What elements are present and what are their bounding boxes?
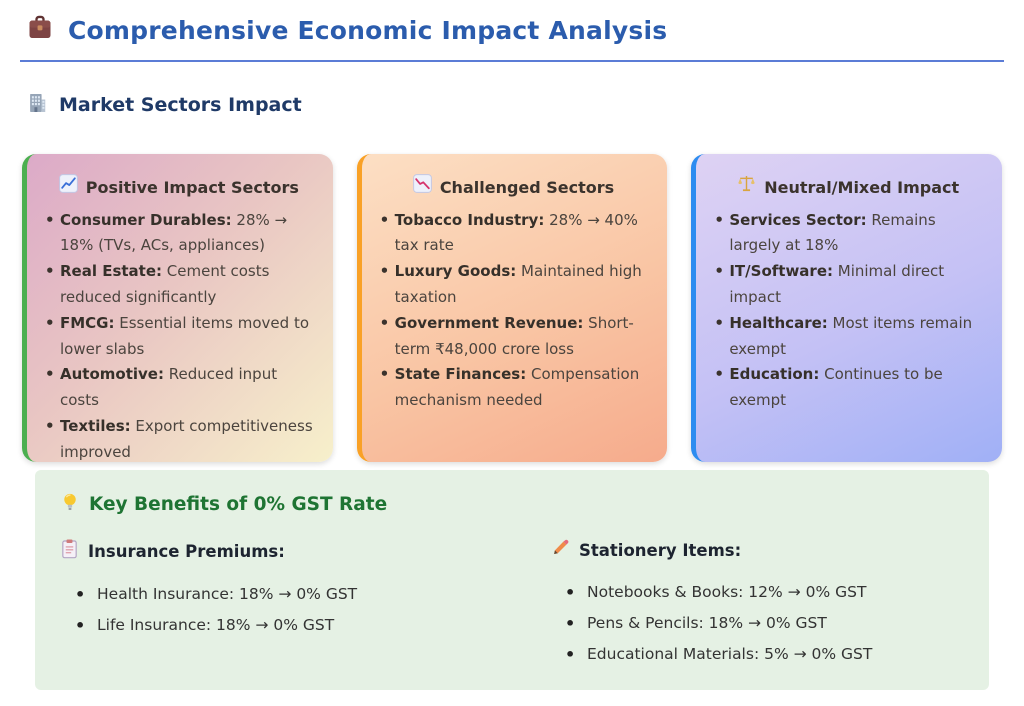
- section-header: Market Sectors Impact: [6, 92, 1024, 118]
- lightbulb-icon: [61, 492, 79, 517]
- list-item: Government Revenue: Short-term ₹48,000 c…: [378, 311, 650, 363]
- card-neutral-heading: Neutral/Mixed Impact: [712, 174, 984, 202]
- list-item: Health Insurance: 18% → 0% GST: [75, 579, 473, 611]
- benefit-col-insurance: Insurance Premiums: Health Insurance: 18…: [61, 539, 473, 670]
- list-item: Education: Continues to be exempt: [712, 362, 984, 414]
- benefit-col-stationery: Stationery Items: Notebooks & Books: 12%…: [473, 539, 963, 671]
- list-item: Life Insurance: 18% → 0% GST: [75, 610, 473, 642]
- insurance-heading: Insurance Premiums:: [61, 539, 473, 563]
- card-title: Positive Impact Sectors: [85, 178, 299, 197]
- clipboard-icon: [61, 539, 78, 563]
- card-positive-list: Consumer Durables: 28% → 18% (TVs, ACs, …: [43, 208, 315, 466]
- pencil-icon: [551, 539, 569, 561]
- card-neutral-list: Services Sector: Remains largely at 18% …: [712, 208, 984, 414]
- insurance-list: Health Insurance: 18% → 0% GST Life Insu…: [75, 579, 473, 642]
- card-positive-heading: Positive Impact Sectors: [43, 174, 315, 202]
- balance-scale-icon: [737, 174, 756, 202]
- stationery-heading-label: Stationery Items:: [579, 540, 742, 560]
- card-neutral-impact: Neutral/Mixed Impact Services Sector: Re…: [691, 154, 1003, 462]
- card-challenged-list: Tobacco Industry: 28% → 40% tax rate Lux…: [378, 208, 650, 414]
- benefit-columns: Insurance Premiums: Health Insurance: 18…: [61, 539, 963, 671]
- list-item: Notebooks & Books: 12% → 0% GST: [565, 577, 963, 609]
- list-item: FMCG: Essential items moved to lower sla…: [43, 311, 315, 363]
- list-item: Automotive: Reduced input costs: [43, 362, 315, 414]
- list-item: IT/Software: Minimal direct impact: [712, 259, 984, 311]
- list-item: State Finances: Compensation mechanism n…: [378, 362, 650, 414]
- list-item: Services Sector: Remains largely at 18%: [712, 208, 984, 260]
- list-item: Textiles: Export competitiveness improve…: [43, 414, 315, 466]
- list-item: Consumer Durables: 28% → 18% (TVs, ACs, …: [43, 208, 315, 260]
- list-item: Tobacco Industry: 28% → 40% tax rate: [378, 208, 650, 260]
- section-title: Market Sectors Impact: [59, 94, 302, 116]
- list-item: Healthcare: Most items remain exempt: [712, 311, 984, 363]
- sector-cards: Positive Impact Sectors Consumer Durable…: [0, 154, 1024, 462]
- office-building-icon: [26, 92, 48, 118]
- stationery-list: Notebooks & Books: 12% → 0% GST Pens & P…: [565, 577, 963, 671]
- title-divider: [20, 60, 1004, 62]
- list-item: Educational Materials: 5% → 0% GST: [565, 639, 963, 671]
- list-item: Luxury Goods: Maintained high taxation: [378, 259, 650, 311]
- benefits-title: Key Benefits of 0% GST Rate: [89, 494, 388, 515]
- card-positive-impact: Positive Impact Sectors Consumer Durable…: [22, 154, 333, 462]
- list-item: Pens & Pencils: 18% → 0% GST: [565, 608, 963, 640]
- card-challenged-heading: Challenged Sectors: [378, 174, 650, 202]
- stationery-heading: Stationery Items:: [551, 539, 963, 561]
- briefcase-icon: [26, 14, 54, 46]
- chart-increasing-icon: [58, 174, 78, 202]
- benefits-panel: Key Benefits of 0% GST Rate Insurance P: [35, 470, 989, 690]
- page-header: Comprehensive Economic Impact Analysis: [6, 14, 1024, 46]
- list-item: Real Estate: Cement costs reduced signif…: [43, 259, 315, 311]
- insurance-heading-label: Insurance Premiums:: [88, 541, 285, 561]
- card-challenged-sectors: Challenged Sectors Tobacco Industry: 28%…: [356, 154, 668, 462]
- card-title: Challenged Sectors: [439, 178, 615, 197]
- chart-decreasing-icon: [412, 174, 432, 202]
- page-title: Comprehensive Economic Impact Analysis: [68, 15, 668, 45]
- benefits-heading: Key Benefits of 0% GST Rate: [61, 492, 963, 517]
- card-title: Neutral/Mixed Impact: [764, 178, 960, 197]
